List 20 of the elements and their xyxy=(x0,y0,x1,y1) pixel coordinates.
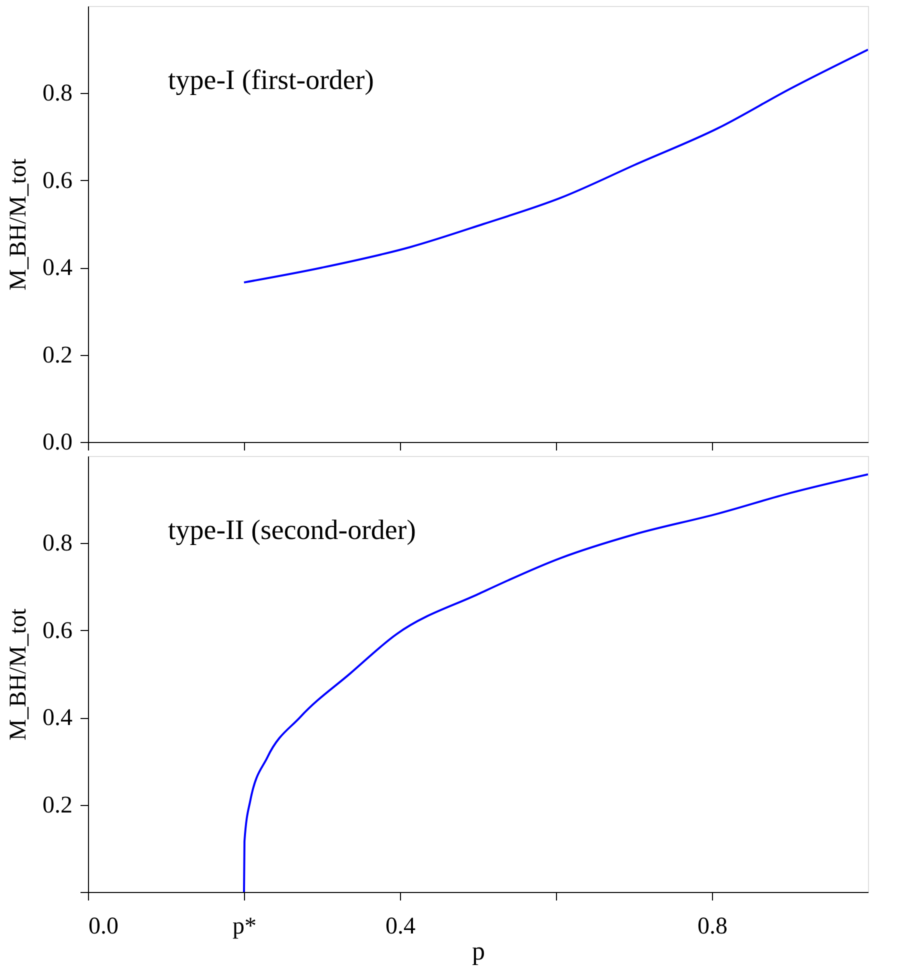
annotation: type-II (second-order) xyxy=(168,515,416,546)
y-tick-label: 0.0 xyxy=(42,430,72,456)
y-tick-label: 0.8 xyxy=(42,530,72,557)
x-tick-label: 0.0 xyxy=(88,914,118,940)
y-axis-title: M_BH/M_tot xyxy=(6,158,32,291)
x-tick-label: 0.4 xyxy=(386,914,416,940)
x-axis-title: p xyxy=(472,936,485,966)
y-tick-label: 0.2 xyxy=(42,792,72,818)
y-tick-label: 0.2 xyxy=(42,342,72,368)
y-tick-label: 0.6 xyxy=(42,618,72,644)
line-series xyxy=(243,473,868,892)
y-tick-label: 0.4 xyxy=(42,705,72,732)
y-tick-label: 0.4 xyxy=(42,255,72,282)
y-tick-label: 0.8 xyxy=(42,80,72,107)
y-tick-label: 0.6 xyxy=(42,168,72,194)
y-axis-title: M_BH/M_tot xyxy=(6,608,32,741)
x-tick-label: 0.8 xyxy=(698,914,728,940)
line-series xyxy=(243,48,868,284)
x-tick-label: p* xyxy=(232,914,256,940)
annotation: type-I (first-order) xyxy=(168,65,374,96)
